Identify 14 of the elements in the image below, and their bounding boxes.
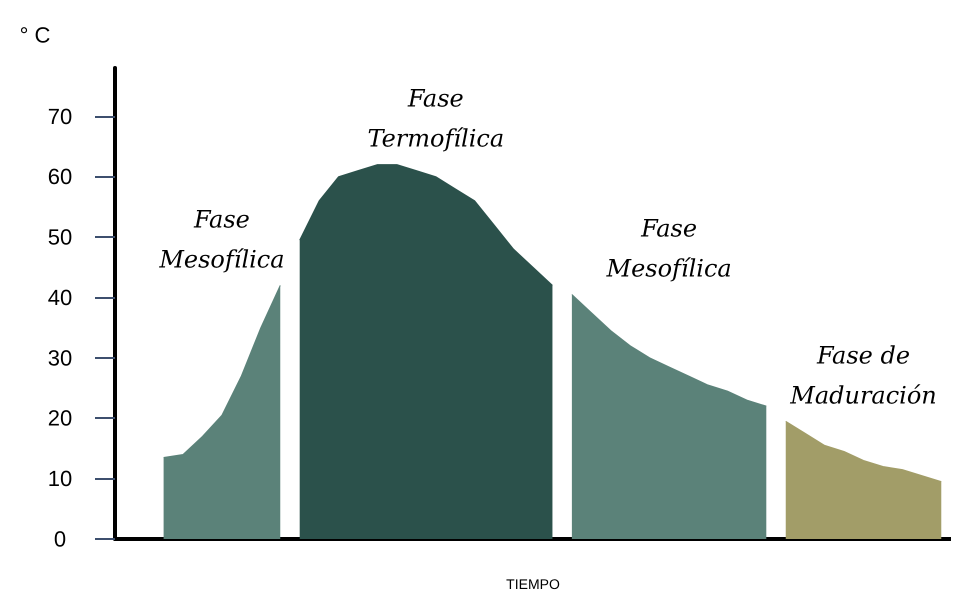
x-axis-title: TIEMPO bbox=[506, 576, 560, 592]
series-label: Fase de Maduración bbox=[789, 341, 937, 410]
y-axis-title: ° C bbox=[20, 22, 51, 48]
y-tick-label: 60 bbox=[48, 164, 72, 190]
y-tick-label: 20 bbox=[48, 406, 72, 431]
y-tick-label: 30 bbox=[48, 345, 72, 370]
y-tick-label: 40 bbox=[48, 284, 72, 310]
y-tick-label: 70 bbox=[48, 104, 72, 129]
series-label: Fase Mesofílica bbox=[605, 214, 732, 282]
y-tick-label: 10 bbox=[48, 466, 72, 492]
y-tick-label: 50 bbox=[48, 224, 72, 250]
y-tick-label: 0 bbox=[54, 526, 66, 552]
series-label: Fase Termofílica bbox=[367, 84, 504, 153]
series-label: Fase Mesofílica bbox=[158, 205, 285, 274]
